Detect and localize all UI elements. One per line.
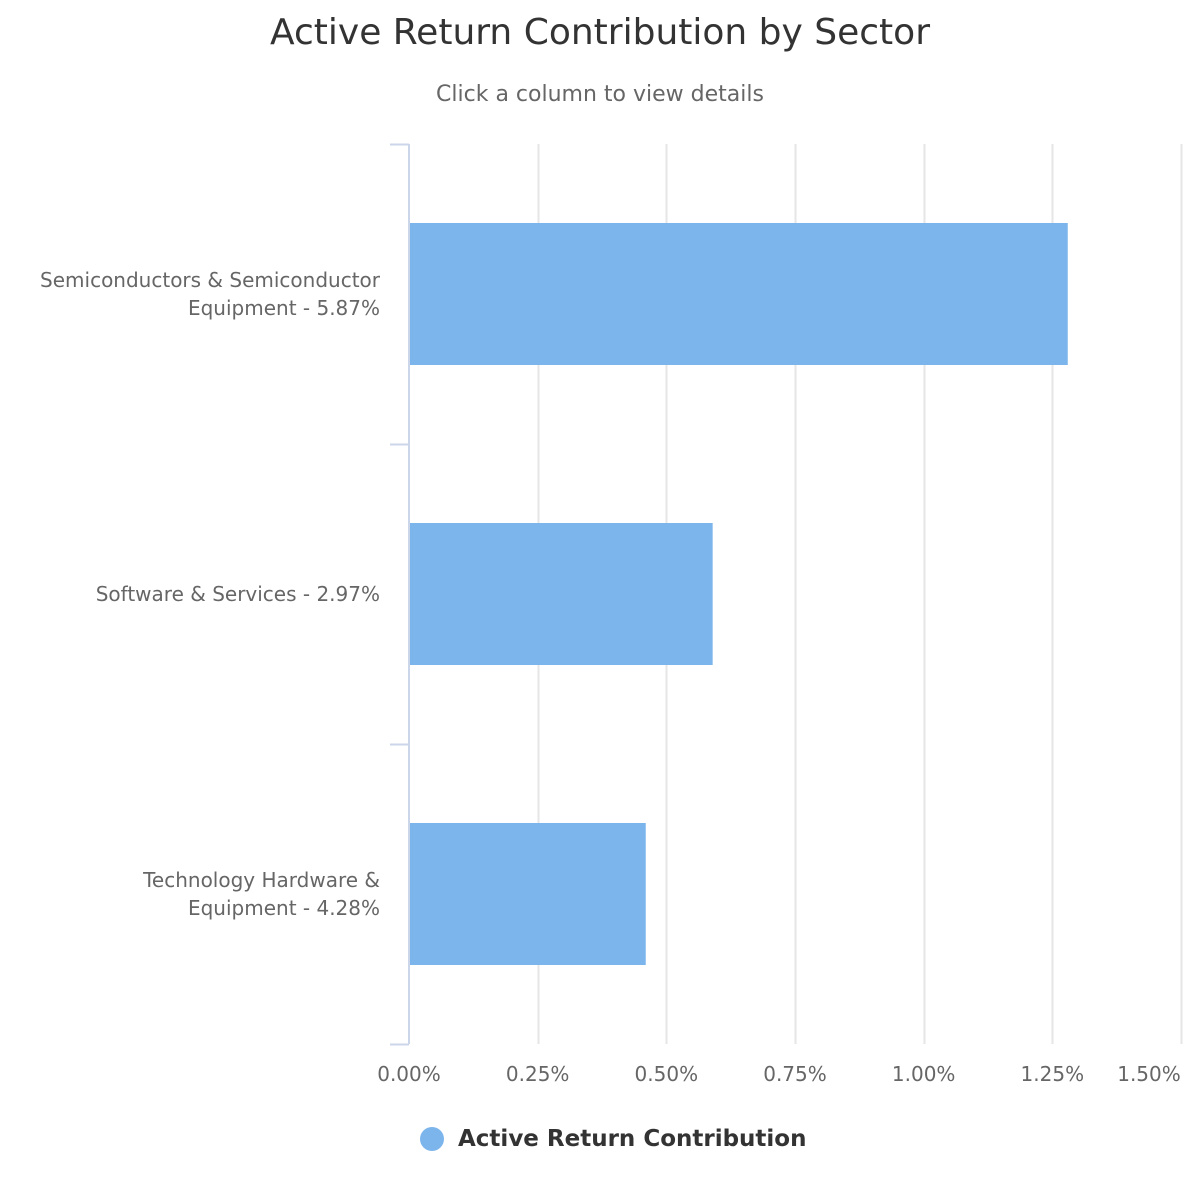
legend-label: Active Return Contribution [458,1126,807,1152]
legend[interactable]: Active Return Contribution [420,1124,806,1154]
x-tick-label: 1.00% [891,1062,956,1086]
chart-title: Active Return Contribution by Sector [269,12,930,53]
bar[interactable] [410,823,646,965]
x-tick-label: 0.00% [377,1062,441,1086]
category-label: Semiconductors & Semiconductor Equipment… [40,268,380,320]
x-tick-label: 0.75% [763,1062,827,1086]
legend-marker-icon [420,1127,444,1151]
category-label: Software & Services - 2.97% [95,582,380,606]
bar[interactable] [410,523,713,665]
bar[interactable] [410,223,1068,365]
x-tick-label: 0.50% [634,1062,699,1086]
x-tick-label: 1.25% [1020,1062,1085,1086]
x-tick-label: 0.25% [505,1062,570,1086]
x-tick-label: 1.50% [1117,1062,1181,1086]
category-label: Technology Hardware & Equipment - 4.28% [143,868,380,920]
chart-subtitle: Click a column to view details [436,82,764,107]
